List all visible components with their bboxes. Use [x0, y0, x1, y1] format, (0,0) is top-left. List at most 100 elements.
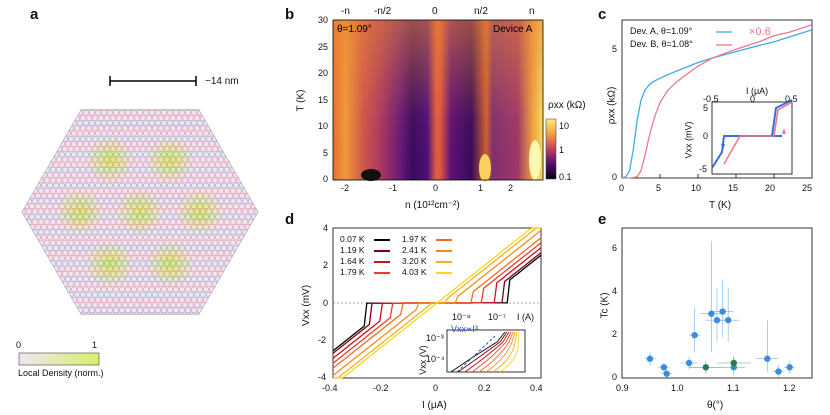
lattice-atom	[173, 297, 179, 303]
lattice-atom	[215, 255, 221, 262]
lattice-atom	[200, 239, 206, 246]
lattice-atom	[167, 286, 173, 293]
lattice-atom	[194, 208, 200, 215]
lattice-atom	[98, 271, 104, 277]
lattice-atom	[26, 281, 32, 288]
data-point	[660, 364, 668, 371]
lattice-atom	[50, 229, 56, 236]
lattice-atom	[80, 239, 86, 246]
lattice-atom	[185, 109, 191, 116]
lattice-atom	[140, 167, 146, 173]
lattice-atom	[206, 167, 212, 173]
lattice-atom	[116, 167, 122, 173]
lattice-atom	[242, 177, 248, 184]
legend-label: 3.20 K	[402, 256, 427, 266]
data-point	[702, 364, 710, 371]
lattice-atom	[35, 245, 41, 251]
lattice-atom	[143, 161, 149, 168]
lattice-atom	[212, 208, 218, 215]
lattice-atom	[41, 297, 47, 303]
inset-curve	[485, 331, 516, 373]
lattice-atom	[245, 276, 251, 282]
lattice-atom	[74, 229, 80, 236]
lattice-atom	[77, 328, 82, 333]
lattice-atom	[176, 239, 182, 246]
lattice-atom	[50, 302, 56, 308]
lattice-atom	[140, 187, 146, 194]
lattice-atom	[74, 156, 80, 163]
lattice-atom	[116, 177, 122, 184]
lattice-atom	[182, 291, 188, 298]
legend-label: 1.19 K	[340, 245, 365, 255]
lattice-atom	[233, 286, 239, 293]
lattice-atom	[233, 151, 239, 158]
lattice-atom	[89, 109, 95, 116]
lattice-atom	[167, 245, 173, 251]
lattice-atom	[53, 245, 59, 251]
lattice-atom	[155, 245, 161, 251]
lattice-atom	[32, 125, 38, 132]
lattice-atom	[209, 224, 215, 230]
lattice-atom	[146, 95, 151, 100]
lattice-atom	[62, 229, 68, 236]
lattice-atom	[245, 255, 251, 262]
lattice-atom	[104, 291, 110, 298]
lattice-atom	[230, 229, 236, 236]
lattice-atom	[167, 318, 172, 323]
lattice-atom	[71, 161, 77, 168]
lattice-atom	[155, 182, 161, 189]
lattice-atom	[119, 109, 125, 116]
density-spot	[86, 136, 134, 184]
lattice-atom	[134, 229, 140, 236]
lattice-atom	[188, 109, 194, 111]
lattice-atom	[254, 167, 258, 173]
lattice-atom	[68, 208, 74, 215]
colorbar-tick: 1	[559, 145, 565, 155]
lattice-atom	[251, 120, 257, 127]
lattice-atom	[233, 213, 239, 220]
lattice-atom	[53, 109, 59, 116]
lattice-atom	[251, 318, 256, 323]
inset-sweep-down	[723, 101, 793, 165]
lattice-atom	[47, 318, 52, 323]
lattice-atom	[236, 187, 242, 194]
lattice-atom	[176, 167, 182, 173]
lattice-atom	[254, 271, 258, 277]
lattice-atom	[59, 234, 65, 241]
lattice-atom	[101, 307, 107, 314]
lattice-atom	[149, 120, 155, 127]
lattice-atom	[170, 125, 176, 132]
lattice-atom	[143, 276, 149, 282]
lattice-atom	[152, 95, 157, 100]
lattice-atom	[35, 193, 41, 199]
lattice-atom	[218, 239, 224, 246]
lattice-atom	[62, 260, 68, 267]
lattice-atom	[29, 151, 35, 158]
lattice-atom	[128, 167, 134, 173]
lattice-atom	[248, 125, 254, 132]
lattice-atom	[236, 323, 241, 328]
lattice-atom	[149, 151, 155, 158]
lattice-atom	[44, 312, 50, 315]
lattice-atom	[83, 297, 89, 303]
lattice-atom	[212, 219, 218, 225]
lattice-atom	[137, 286, 143, 293]
lattice-atom	[92, 177, 98, 184]
lattice-atom	[179, 109, 185, 116]
y-tick: 30	[318, 15, 329, 25]
lattice-atom	[215, 109, 221, 116]
lattice-atom	[245, 203, 251, 210]
lattice-atom	[119, 286, 125, 293]
lattice-atom	[35, 318, 40, 323]
lattice-atom	[149, 265, 155, 272]
lattice-atom	[182, 281, 188, 288]
lattice-atom	[101, 89, 106, 94]
lattice-atom	[107, 193, 113, 199]
lattice-atom	[227, 234, 233, 241]
lattice-atom	[167, 109, 173, 116]
lattice-atom	[185, 213, 191, 220]
lattice-atom	[53, 100, 58, 105]
lattice-atom	[83, 307, 89, 314]
lattice-atom	[92, 115, 98, 121]
lattice-atom	[191, 182, 197, 189]
